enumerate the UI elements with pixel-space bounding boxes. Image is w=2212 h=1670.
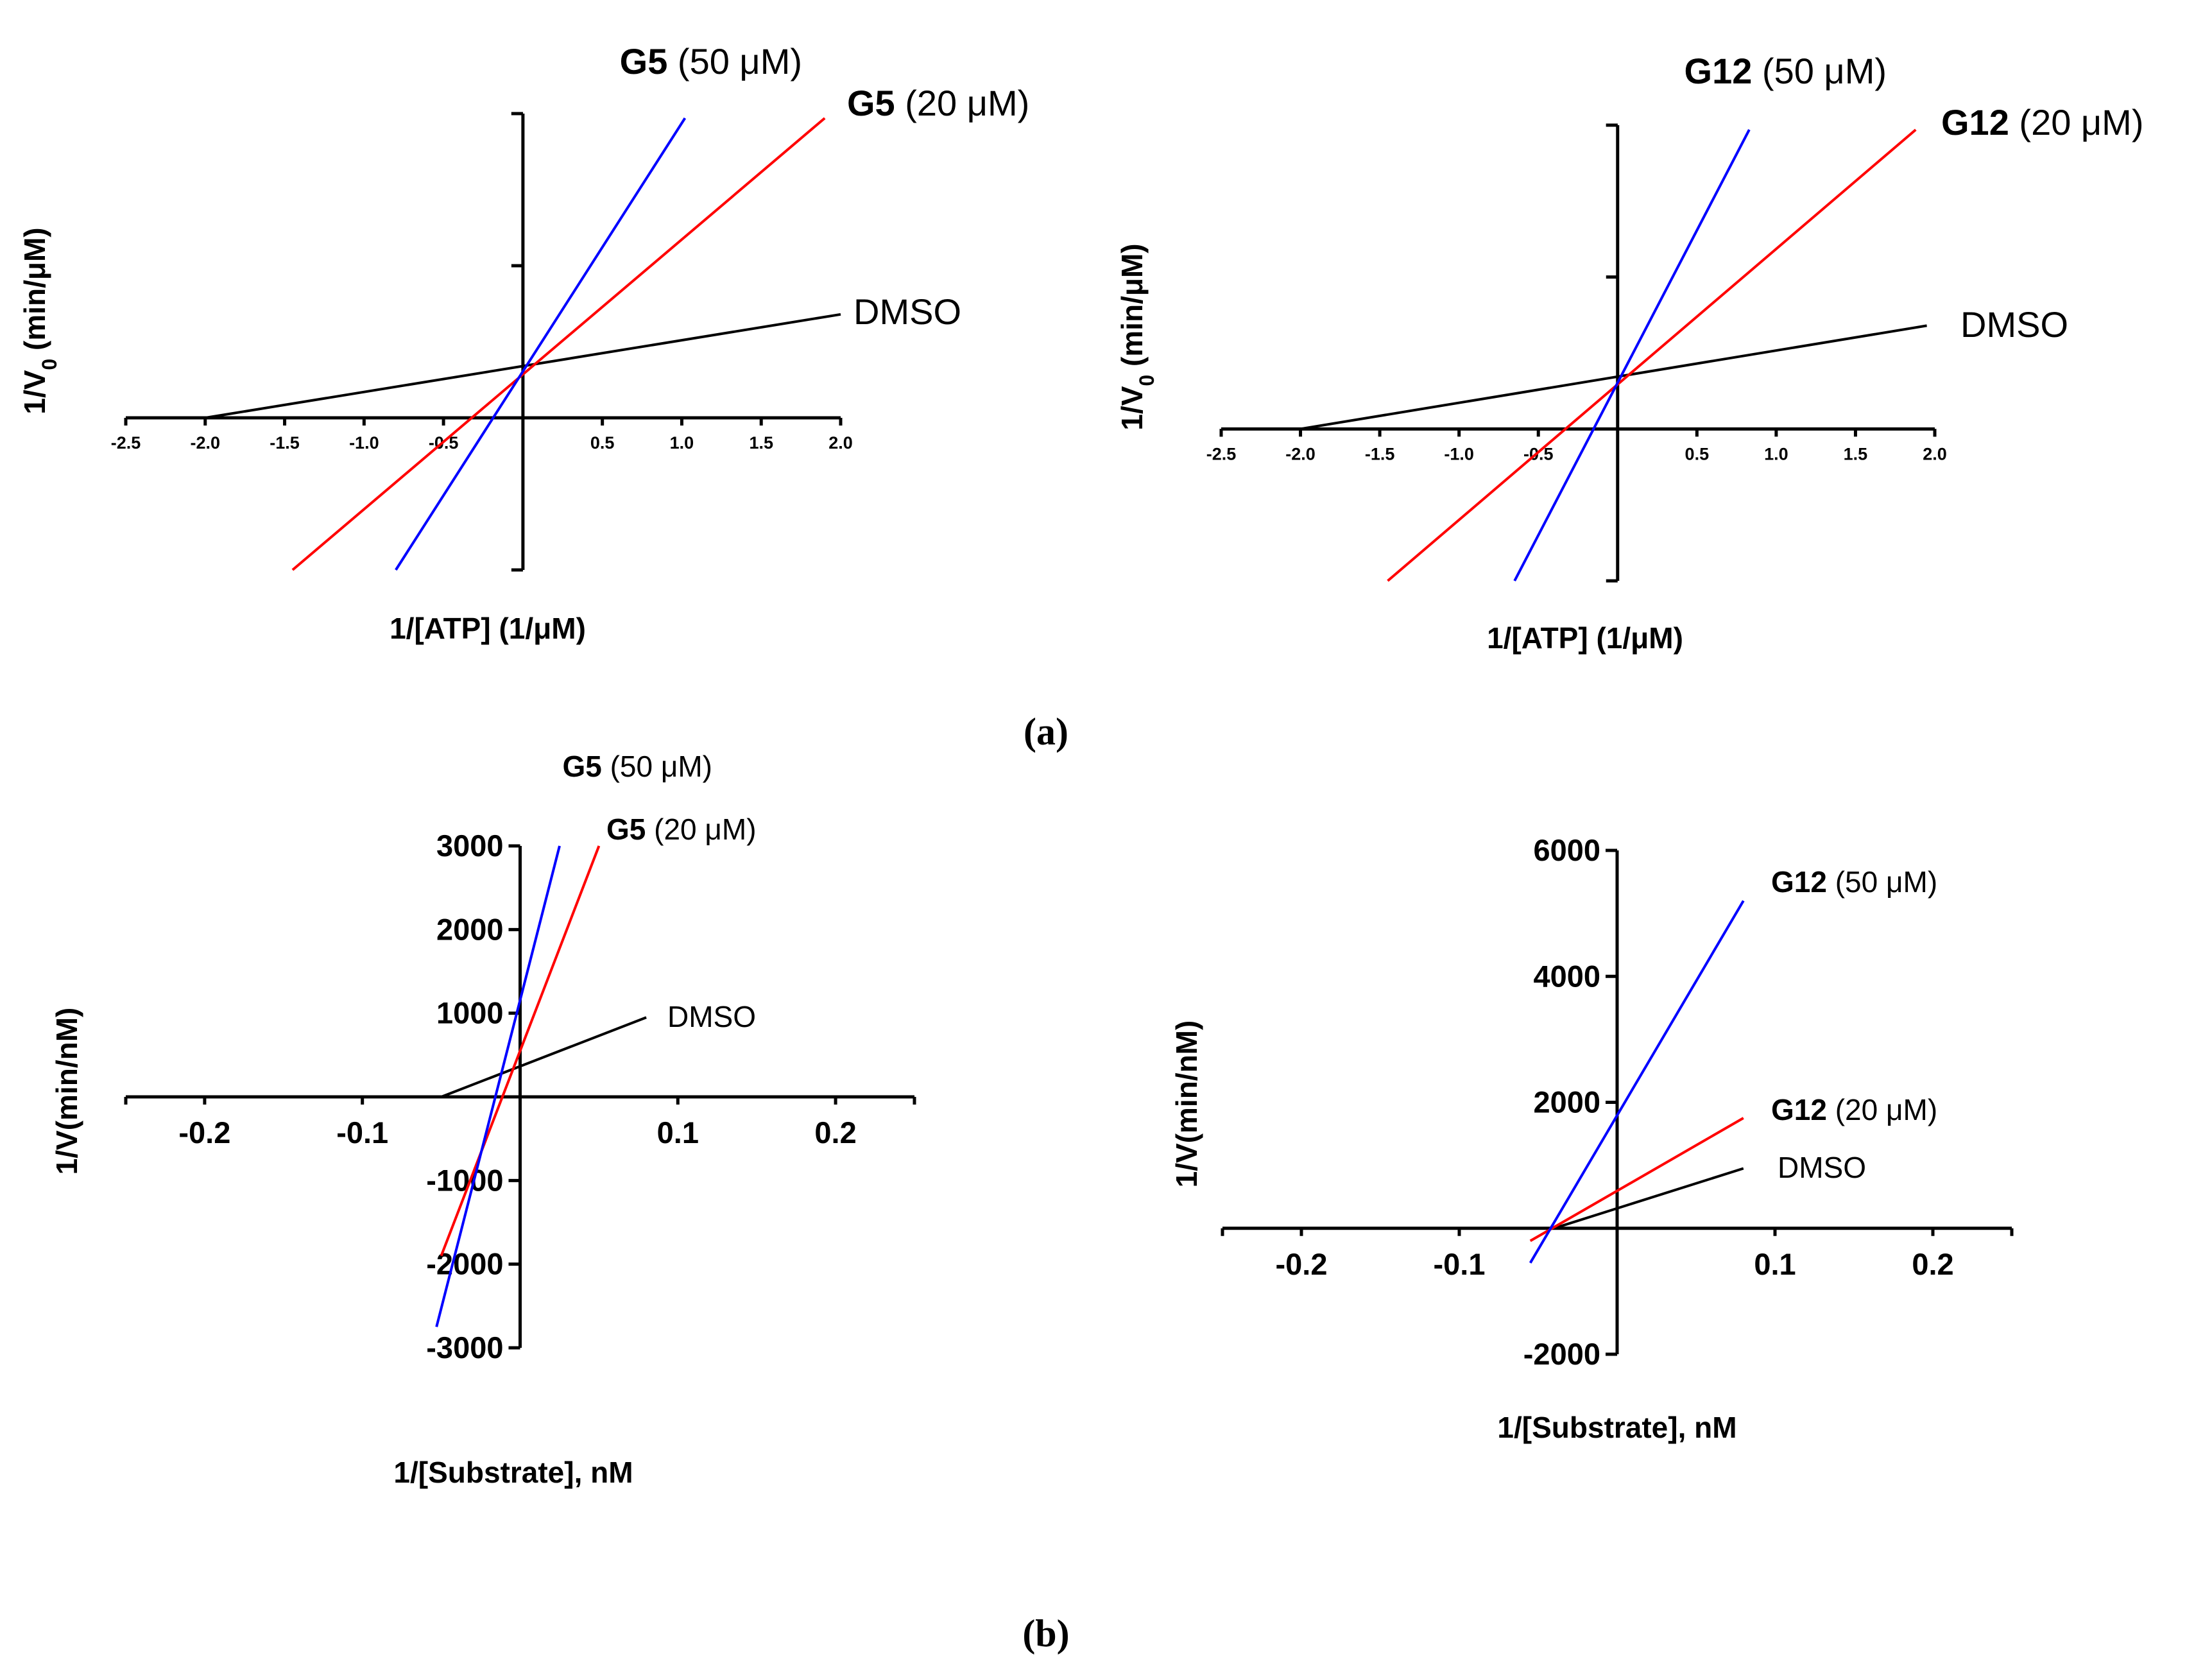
x-tick-label: -1.0 [1444, 444, 1474, 463]
y-axis-title-part: (min/μM) [1115, 243, 1149, 374]
y-axis-title: 1/V0 (min/μM) [1115, 243, 1158, 430]
chart-substrate-g5: -0.2 -0.1 0.1 0.2-3000-2000-100010002000300… [50, 750, 916, 1489]
x-tick-label: -0.2 [178, 1115, 230, 1149]
x-tick-label: -1.5 [1365, 444, 1395, 463]
series-label: G5 (20 μM) [606, 813, 757, 846]
y-tick-label: 2000 [1533, 1085, 1600, 1119]
series-label-concentration: (20 μM) [2009, 102, 2144, 142]
series-label: DMSO [1960, 304, 2068, 345]
x-tick-label: -1.5 [270, 433, 300, 452]
x-tick-label: -0.1 [1434, 1247, 1486, 1281]
series-label-compound: G12 [1771, 1093, 1827, 1126]
y-tick-label: 4000 [1533, 959, 1600, 993]
series-label: G12 (20 μM) [1941, 102, 2143, 142]
series-label-compound: G12 [1941, 102, 2009, 142]
y-tick-label: 6000 [1533, 833, 1600, 867]
series-line--20-m- [440, 845, 601, 1257]
series-label: G12 (50 μM) [1771, 865, 1937, 899]
y-tick-label: 1000 [436, 996, 504, 1030]
x-tick-label: 1.0 [1764, 444, 1788, 463]
chart-substrate-g12: -0.2 -0.1 0.1 0.2 -2000 2000 4000 6000 DMSO G12 (… [1170, 833, 2014, 1444]
x-tick-label: -2.5 [111, 433, 141, 452]
x-tick-label: -2.0 [191, 433, 221, 452]
series-label-compound: G5 [562, 750, 601, 783]
series-label-concentration: (50 μM) [1827, 865, 1937, 899]
series-label-compound: G5 [606, 813, 646, 846]
x-tick-label: -2.5 [1206, 444, 1237, 463]
x-axis-title: 1/[ATP] (1/μM) [1487, 621, 1683, 655]
series-label-concentration: (20 μM) [895, 83, 1030, 123]
y-axis-title-part: (min/μM) [18, 227, 51, 358]
series-label-concentration: (50 μM) [602, 750, 712, 783]
x-tick-label: 0.5 [1685, 444, 1710, 463]
series-label: DMSO [1778, 1151, 1866, 1184]
series-label-concentration: (20 μM) [646, 813, 756, 846]
y-axis-title-part: 1/V [1115, 386, 1149, 430]
series-label-compound: G5 [847, 83, 895, 123]
series-label: G5 (20 μM) [847, 83, 1029, 123]
x-tick-label: 0.1 [1754, 1247, 1796, 1281]
series-label: G12 (50 μM) [1685, 51, 1887, 91]
y-axis-title-part: 1/V [18, 370, 51, 414]
series-label-concentration: (20 μM) [1827, 1093, 1937, 1126]
y-tick-label: 3000 [436, 829, 504, 863]
x-axis-title: 1/[ATP] (1/μM) [390, 612, 586, 645]
x-tick-label: -2.0 [1285, 444, 1316, 463]
x-tick-label: -0.1 [336, 1115, 388, 1149]
x-axis-title: 1/[Substrate], nM [1497, 1411, 1736, 1444]
x-tick-label: 2.0 [828, 433, 853, 452]
series-line--50-m- [1529, 900, 1745, 1264]
series-label-compound: G12 [1685, 51, 1753, 91]
series-label: DMSO [667, 1000, 756, 1033]
x-tick-label: 0.1 [657, 1115, 699, 1149]
series-label-concentration: (50 μM) [1752, 51, 1887, 91]
x-tick-label: 1.0 [670, 433, 694, 452]
series-line-dmso [440, 1016, 647, 1098]
x-tick-label: 1.5 [749, 433, 773, 452]
y-tick-label: -3000 [426, 1330, 503, 1364]
y-axis-title: 1/V0 (min/μM) [18, 227, 61, 414]
x-tick-label: -0.2 [1276, 1247, 1328, 1281]
series-line-dmso [1300, 324, 1927, 431]
series-label-concentration: DMSO [1960, 304, 2068, 345]
series-label-concentration: (50 μM) [667, 41, 802, 82]
y-axis-title: 1/V(min/nM) [1170, 1020, 1203, 1188]
series-label: G5 (50 μM) [620, 41, 802, 82]
series-label-concentration: DMSO [667, 1000, 756, 1033]
series-line--20-m- [1387, 128, 1917, 582]
series-line--50-m- [435, 845, 561, 1327]
y-tick-label: 2000 [436, 912, 504, 946]
series-line--20-m- [291, 117, 826, 571]
y-axis-title-subscript: 0 [38, 359, 61, 370]
series-line-dmso [1553, 1167, 1744, 1230]
series-label-compound: G12 [1771, 865, 1827, 899]
x-axis-title: 1/[Substrate], nM [393, 1456, 633, 1489]
series-label: G5 (50 μM) [562, 750, 712, 783]
x-tick-label: -1.0 [349, 433, 379, 452]
series-line--50-m- [395, 117, 687, 571]
x-tick-label: 0.5 [590, 433, 615, 452]
series-line--50-m- [1513, 129, 1751, 581]
chart-atp-g12: -2.5 -2.0 -1.5 -1.0 -0.5 0.5 1.0 1.5 2.0DMSOG12 … [1115, 51, 2143, 655]
series-label-concentration: DMSO [853, 291, 961, 332]
series-label: G12 (20 μM) [1771, 1093, 1937, 1126]
x-tick-label: 0.2 [1912, 1247, 1953, 1281]
panel-label-a: (a) [1024, 710, 1068, 753]
panel-label-b: (b) [1022, 1612, 1069, 1655]
series-label: DMSO [853, 291, 961, 332]
series-line-dmso [205, 313, 841, 419]
series-line--20-m- [1529, 1117, 1744, 1243]
series-label-compound: G5 [620, 41, 668, 82]
series-label-concentration: DMSO [1778, 1151, 1866, 1184]
y-axis-title: 1/V(min/nM) [50, 1008, 83, 1175]
x-tick-label: 0.2 [814, 1115, 856, 1149]
y-axis-title-subscript: 0 [1135, 375, 1158, 386]
y-tick-label: -2000 [426, 1247, 503, 1281]
y-tick-label: -2000 [1523, 1337, 1600, 1371]
x-tick-label: 1.5 [1844, 444, 1868, 463]
x-tick-label: 2.0 [1923, 444, 1947, 463]
